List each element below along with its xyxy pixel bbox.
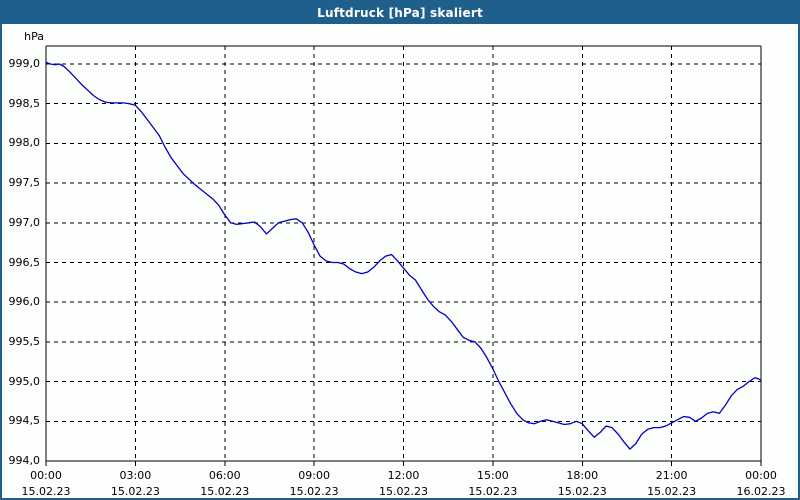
- x-axis-date-label: 15.02.23: [379, 485, 428, 498]
- y-axis-tick-label: 999,0: [8, 57, 41, 70]
- x-axis-time-label: 09:00: [298, 469, 330, 482]
- y-axis-tick-label: 994,5: [8, 414, 41, 428]
- x-axis-date-label: 15.02.23: [200, 485, 250, 498]
- x-axis-time-label: 12:00: [387, 469, 420, 482]
- x-axis-date-label: 15.02.23: [289, 485, 339, 498]
- x-axis-date-label: 15.02.23: [557, 485, 607, 498]
- x-axis-time-label: 06:00: [208, 469, 241, 482]
- x-axis-time-label: 15:00: [477, 469, 509, 482]
- x-axis-date-label: 15.02.23: [468, 485, 518, 498]
- x-axis-date-label: 16.02.23: [736, 485, 786, 498]
- x-axis-date-label: 15.02.23: [110, 485, 160, 498]
- x-axis-time-label: 18:00: [566, 469, 599, 482]
- x-axis-date-label: 15.02.23: [21, 485, 71, 498]
- x-axis-date-label: 15.02.23: [647, 485, 697, 498]
- chart-canvas: hPa 999,0 998,5 998,0 997,5 997,0 996,5 996,0 9…: [2, 24, 798, 498]
- x-axis-time-label: 00:00: [745, 469, 777, 482]
- y-axis-unit-label: hPa: [24, 30, 44, 43]
- y-axis-tick-label: 997,5: [8, 176, 41, 190]
- y-axis-tick-label: 994,0: [8, 454, 41, 467]
- x-axis-time-label: 00:00: [30, 469, 62, 482]
- y-axis-tick-label: 996,0: [8, 295, 41, 309]
- y-axis-tick-label: 997,0: [8, 215, 41, 229]
- x-axis-time-label: 21:00: [655, 469, 688, 482]
- y-axis-tick-label: 996,5: [8, 255, 41, 269]
- y-axis-tick-label: 998,0: [8, 136, 41, 150]
- x-axis-time-label: 03:00: [119, 469, 152, 482]
- y-axis-tick-label: 998,5: [8, 96, 41, 110]
- y-axis-tick-label: 995,5: [8, 334, 41, 348]
- window-title-bar: Luftdruck [hPa] skaliert: [2, 2, 798, 24]
- pressure-line-chart: [45, 45, 762, 466]
- page-title: Luftdruck [hPa] skaliert: [317, 6, 483, 20]
- y-axis-tick-label: 995,0: [8, 374, 41, 388]
- data-series-line: [45, 61, 762, 450]
